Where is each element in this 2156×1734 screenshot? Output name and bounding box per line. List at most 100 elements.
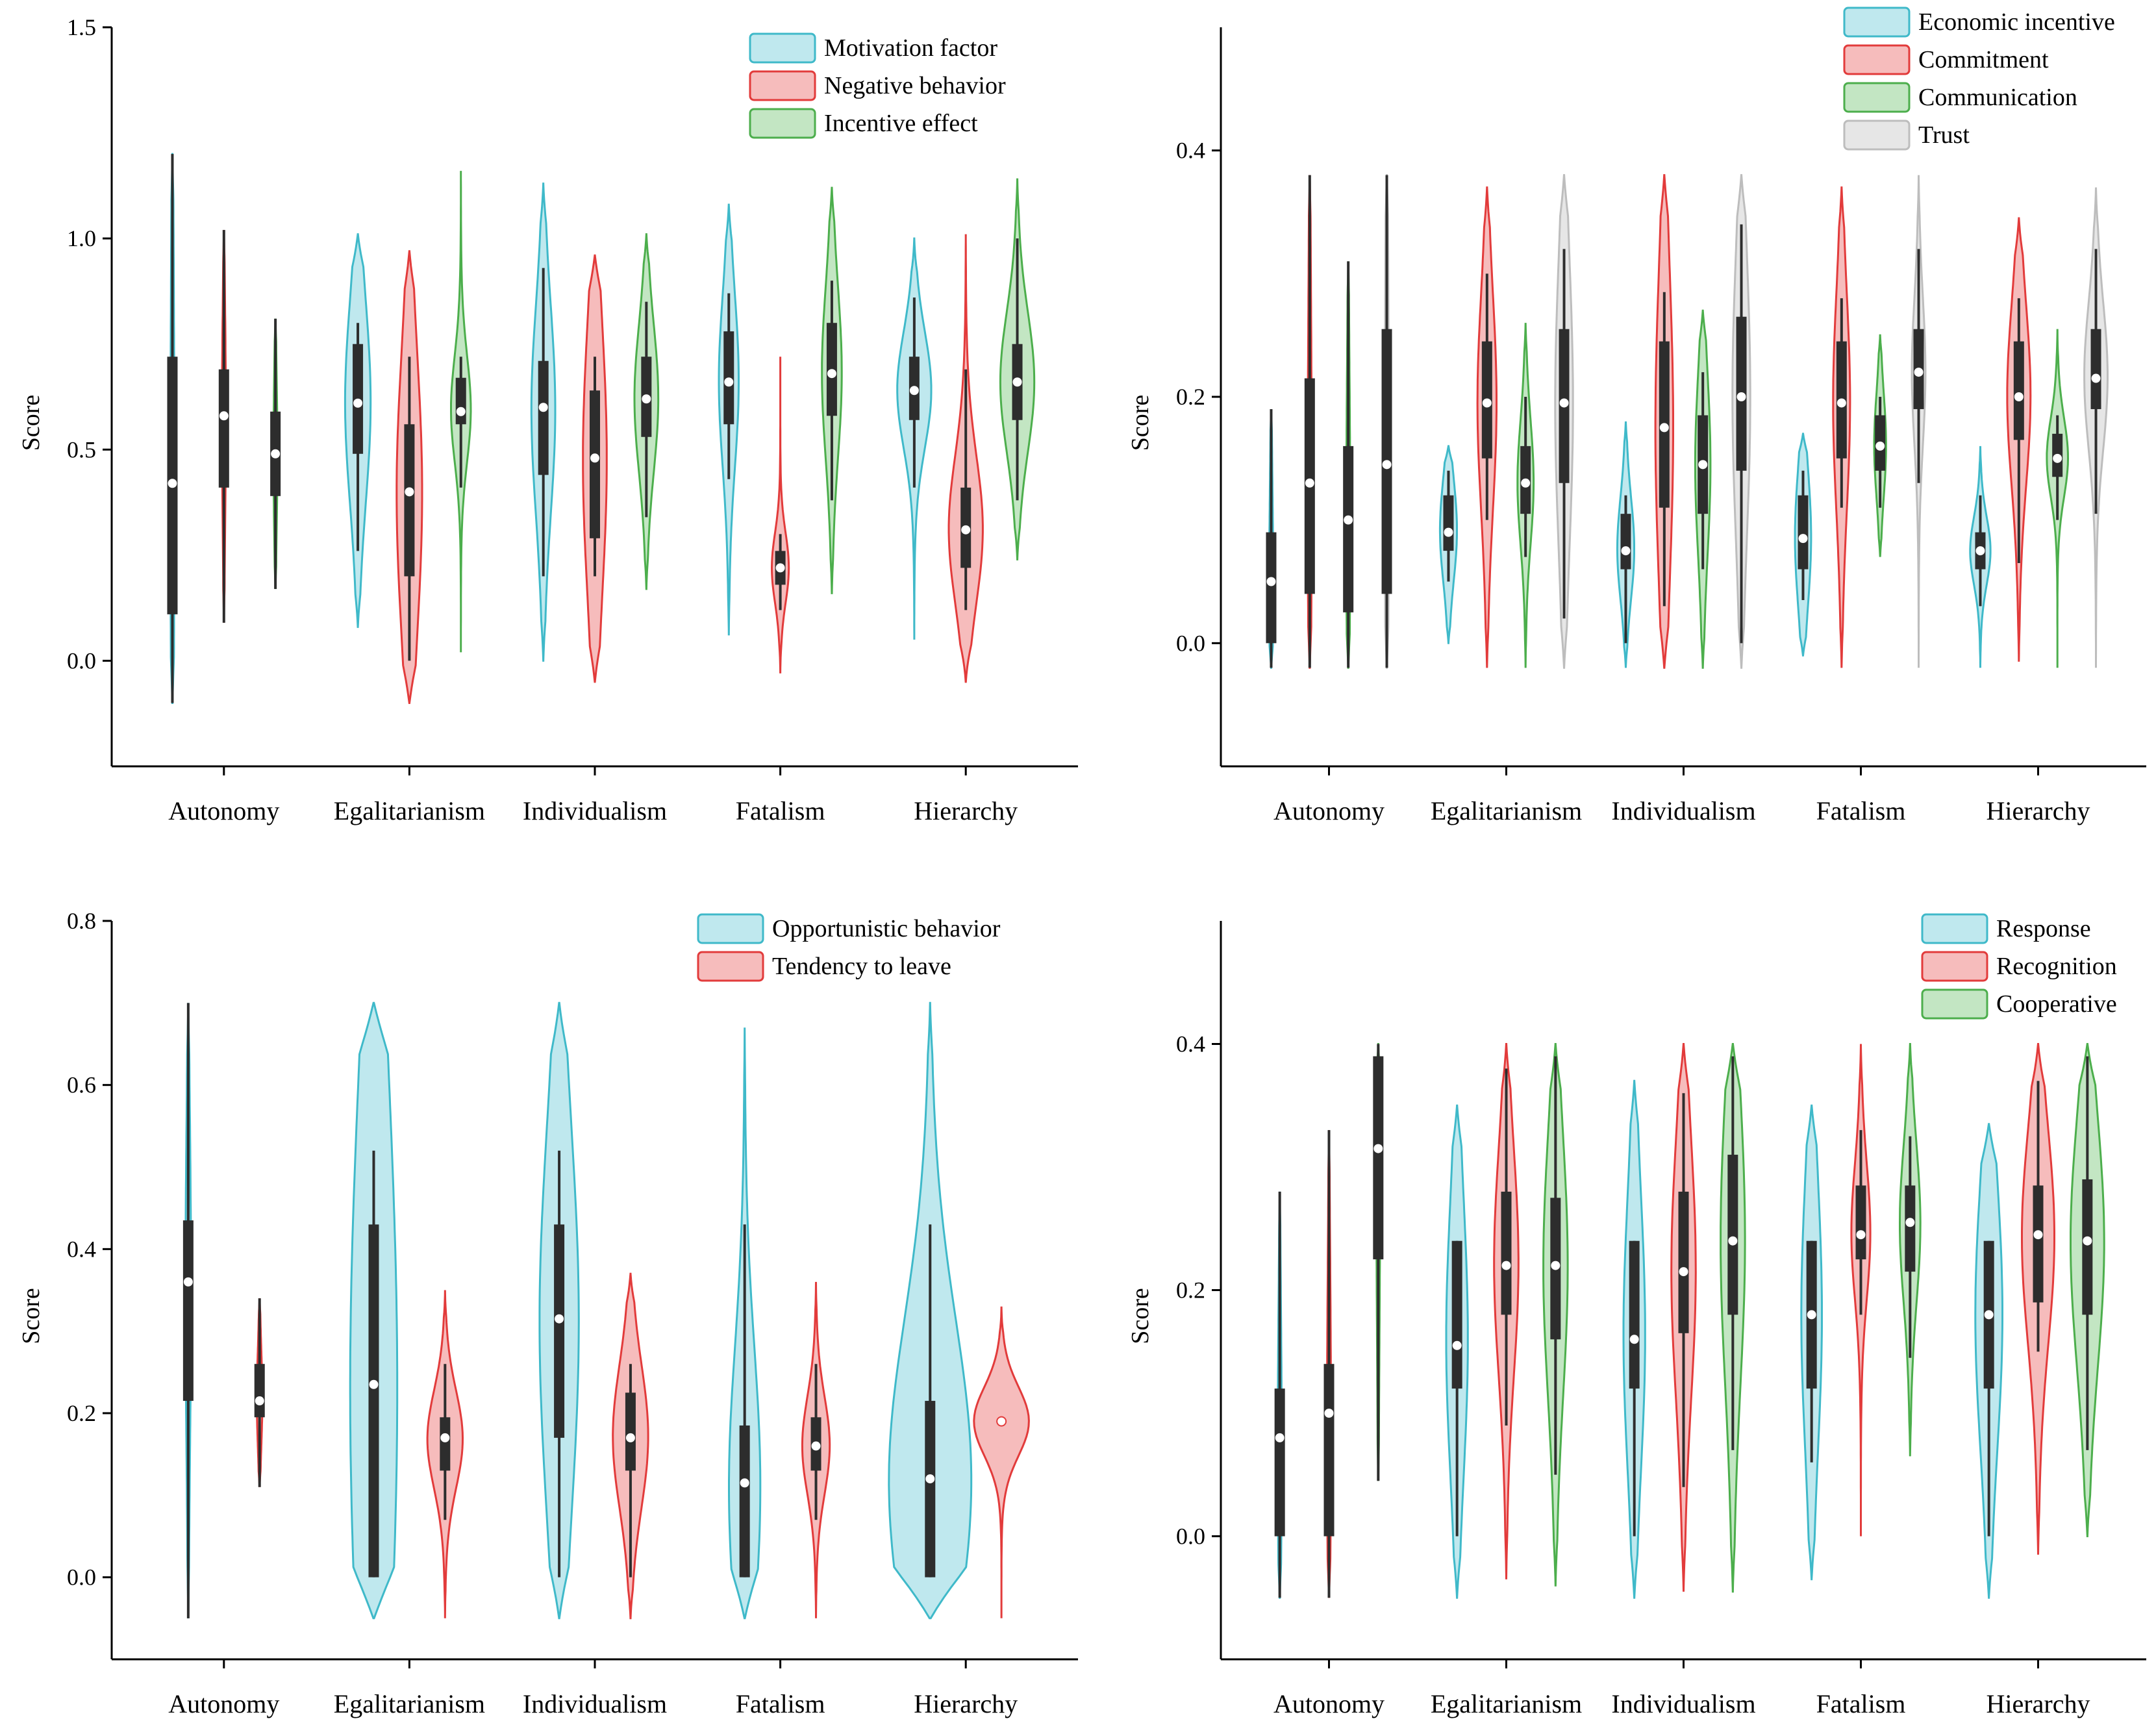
violin-median-point [1905, 1218, 1915, 1227]
violin-median-point [1324, 1409, 1334, 1418]
violin-median-point [369, 1379, 379, 1389]
violin-median-point [1521, 478, 1531, 488]
legend-swatch [1843, 6, 1911, 38]
legend-swatch [1843, 119, 1911, 151]
violin-incentive-effect-hierarchy [999, 178, 1036, 560]
violin-motivation-factor-fatalism [718, 203, 740, 636]
violin-median-point [1344, 515, 1353, 525]
y-tick-label: 0.2 [67, 1400, 96, 1426]
legend-swatch [1921, 951, 1988, 982]
violin-median-point [1975, 546, 1985, 556]
violin-median-point [590, 453, 599, 463]
violin-communication-individualism [1694, 309, 1712, 669]
violin-tendency-to-leave-autonomy [254, 1298, 265, 1487]
violin-negative-behavior-individualism [582, 254, 608, 683]
violin-commitment-individualism [1654, 174, 1674, 669]
legend-label: Motivation factor [824, 34, 997, 62]
y-tick-label: 1.5 [67, 14, 96, 40]
legend-swatch [697, 913, 764, 944]
violin-economic-incentive-individualism [1616, 421, 1635, 668]
violin-iqr-box [2013, 341, 2024, 440]
violin-median-point [740, 1478, 749, 1488]
violin-response-egalitarianism [1445, 1104, 1469, 1599]
violin-median-point [1444, 527, 1453, 537]
violin-median-point [1914, 368, 1924, 377]
violin-shape [973, 1306, 1030, 1618]
legend-label: Incentive effect [824, 110, 978, 137]
violin-median-point [1305, 478, 1314, 488]
legend-swatch [1921, 913, 1988, 944]
x-category-label: Autonomy [168, 1689, 279, 1718]
violin-median-point [724, 377, 734, 387]
violin-tendency-to-leave-hierarchy [973, 1306, 1030, 1618]
violin-tendency-to-leave-individualism [612, 1272, 649, 1620]
violin-response-individualism [1622, 1079, 1646, 1599]
violin-median-point [1659, 423, 1669, 433]
x-category-label: Egalitarianism [1431, 1689, 1582, 1718]
violin-iqr-box [1373, 1056, 1384, 1260]
violin-median-point [2014, 392, 2024, 401]
violin-motivation-factor-egalitarianism [344, 233, 372, 628]
violin-median-point [1728, 1236, 1738, 1246]
violin-trust-hierarchy [2083, 187, 2109, 668]
violin-median-point [1629, 1335, 1639, 1344]
x-category-label: Autonomy [168, 796, 279, 825]
violin-median-point [1012, 377, 1022, 387]
violin-median-point [827, 369, 836, 379]
legend-label: Cooperative [1996, 990, 2117, 1018]
violin-opportunistic-behavior-individualism [538, 1001, 580, 1620]
violin-response-autonomy [1274, 1191, 1285, 1599]
x-category-label: Fatalism [736, 796, 825, 825]
violin-iqr-box [440, 1417, 451, 1471]
violin-median-point [255, 1396, 264, 1406]
x-category-label: Fatalism [1816, 796, 1906, 825]
violin-iqr-box [1266, 532, 1277, 644]
violin-median-point [1736, 392, 1746, 401]
violin-median-point [996, 1416, 1007, 1427]
y-tick-label: 0.4 [1176, 1031, 1205, 1057]
legend-label: Communication [1918, 84, 2077, 111]
violin-median-point [925, 1474, 935, 1484]
legend: Opportunistic behavior Tendency to leave [697, 913, 1001, 982]
violin-economic-incentive-fatalism [1794, 433, 1812, 657]
violin-median-point [1856, 1230, 1866, 1240]
violin-trust-egalitarianism [1554, 174, 1574, 669]
y-axis-title: Score [18, 1288, 45, 1344]
violin-median-point [440, 1433, 450, 1442]
chart-panel-top-left: 0.0 0.5 1.0 1.5 Score Autonomy Egalitarianism I… [18, 14, 1078, 825]
violin-response-hierarchy [1974, 1123, 2003, 1599]
violin-iqr-box [1620, 514, 1631, 570]
violin-motivation-factor-autonomy [167, 153, 178, 704]
violin-median-point [961, 525, 971, 534]
violin-median-point [1551, 1261, 1561, 1270]
legend-label: Recognition [1996, 953, 2117, 980]
violin-median-point [1373, 1144, 1383, 1153]
violin-median-point [538, 403, 548, 412]
violin-iqr-box [455, 377, 466, 425]
chart-panel-top-right: 0.0 0.2 0.4 Score Autonomy Egalitarianism Indi… [1127, 6, 2146, 825]
violin-incentive-effect-fatalism [821, 186, 843, 594]
violin-iqr-box [404, 424, 415, 577]
violin-median-point [2033, 1230, 2043, 1240]
violin-cooperative-egalitarianism [1542, 1043, 1569, 1587]
violin-economic-incentive-autonomy [1266, 408, 1277, 669]
violin-incentive-effect-individualism [633, 233, 660, 590]
violin-median-point [1798, 534, 1808, 544]
violin-median-point [909, 386, 919, 396]
x-category-label: Hierarchy [1987, 796, 2090, 825]
x-category-label: Individualism [523, 796, 667, 825]
violin-incentive-effect-egalitarianism [450, 171, 472, 653]
violin-negative-behavior-hierarchy [947, 234, 984, 683]
x-category-label: Egalitarianism [334, 796, 485, 825]
violin-median-point [271, 449, 281, 459]
violin-median-point [1501, 1261, 1511, 1270]
violin-commitment-hierarchy [2006, 217, 2032, 662]
x-category-label: Autonomy [1273, 1689, 1385, 1718]
violin-iqr-box [218, 369, 229, 488]
legend-label: Trust [1918, 121, 1970, 149]
violin-commitment-autonomy [1304, 175, 1315, 669]
violin-iqr-box [1274, 1388, 1285, 1537]
violin-iqr-box [2033, 1185, 2044, 1303]
violin-trust-autonomy [1381, 174, 1392, 669]
